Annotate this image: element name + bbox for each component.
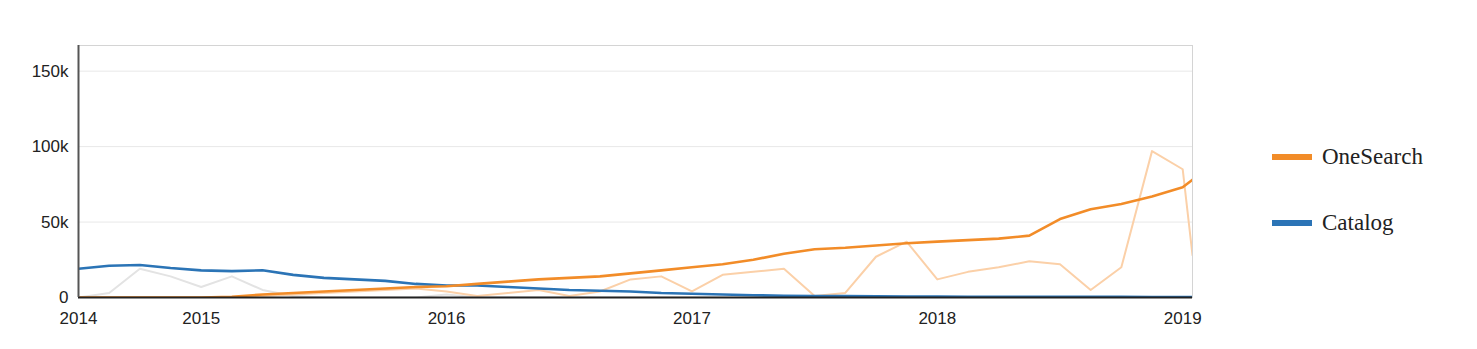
svg-text:0: 0 xyxy=(59,288,68,307)
svg-text:2015: 2015 xyxy=(182,309,220,328)
svg-text:150k: 150k xyxy=(32,62,69,81)
svg-text:2014: 2014 xyxy=(60,309,98,328)
svg-text:2019: 2019 xyxy=(1164,309,1202,328)
svg-text:50k: 50k xyxy=(41,212,69,231)
svg-text:2018: 2018 xyxy=(918,309,956,328)
html-text:Catalog: Catalog xyxy=(1322,209,1394,235)
html-text:OneSearch: OneSearch xyxy=(1322,143,1423,169)
svg-text:2016: 2016 xyxy=(428,309,466,328)
svg-text:2017: 2017 xyxy=(673,309,711,328)
svg-text:100k: 100k xyxy=(32,137,69,156)
